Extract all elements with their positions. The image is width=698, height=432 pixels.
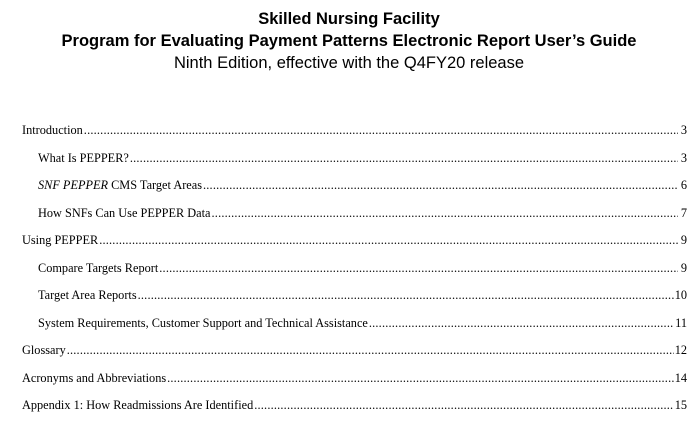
- toc-page-number: 3: [680, 123, 687, 137]
- toc-entry-label: SNF PEPPER CMS Target Areas: [38, 177, 202, 193]
- toc-entry-introduction[interactable]: Introduction ...........................…: [22, 122, 687, 150]
- document-title-line-2: Program for Evaluating Payment Patterns …: [61, 32, 637, 50]
- toc-entry-compare-targets-report[interactable]: Compare Targets Report .................…: [22, 260, 687, 288]
- toc-dot-leader: ........................................…: [129, 150, 678, 165]
- toc-page-number: 15: [674, 398, 687, 412]
- toc-entry-glossary[interactable]: Glossary ...............................…: [22, 342, 687, 370]
- toc-entry-label-italic: SNF PEPPER: [38, 178, 109, 192]
- toc-entry-how-snfs-can-use-pepper-data[interactable]: How SNFs Can Use PEPPER Data ...........…: [22, 205, 687, 233]
- toc-page-number: 9: [680, 260, 687, 275]
- toc-page-number: 14: [674, 370, 687, 385]
- toc-page-number: 7: [680, 205, 687, 220]
- toc-dot-leader: ........................................…: [99, 233, 678, 247]
- toc-entry-label: System Requirements, Customer Support an…: [38, 315, 368, 330]
- toc-entry-appendix-1[interactable]: Appendix 1: How Readmissions Are Identif…: [22, 397, 687, 425]
- document-title-line-1: Skilled Nursing Facility: [258, 10, 440, 28]
- toc-entry-label: How SNFs Can Use PEPPER Data: [38, 205, 211, 220]
- toc-entry-target-area-reports[interactable]: Target Area Reports ....................…: [22, 287, 687, 315]
- toc-page-number: 9: [680, 233, 687, 247]
- toc-entry-label: Appendix 1: How Readmissions Are Identif…: [22, 398, 254, 412]
- toc-entry-what-is-pepper[interactable]: What Is PEPPER? ........................…: [22, 150, 687, 178]
- toc-entry-label-rest: CMS Target Areas: [108, 178, 202, 192]
- toc-entry-label: Using PEPPER: [22, 233, 99, 247]
- toc-entry-system-requirements[interactable]: System Requirements, Customer Support an…: [22, 315, 687, 343]
- toc-dot-leader: ........................................…: [368, 315, 674, 330]
- toc-dot-leader: ........................................…: [159, 260, 678, 275]
- toc-page-number: 3: [680, 150, 687, 165]
- toc-dot-leader: ........................................…: [203, 178, 678, 192]
- toc-page-number: 11: [675, 315, 687, 330]
- toc-page-number: 12: [674, 343, 687, 357]
- toc-entry-label: Target Area Reports: [38, 288, 137, 302]
- toc-entry-snf-pepper-cms-target-areas[interactable]: SNF PEPPER CMS Target Areas ............…: [22, 177, 687, 205]
- toc-entry-label: Acronyms and Abbreviations: [22, 370, 167, 385]
- toc-dot-leader: ........................................…: [66, 343, 674, 357]
- table-of-contents: Introduction ...........................…: [22, 122, 687, 425]
- toc-dot-leader: ........................................…: [83, 123, 678, 137]
- toc-entry-label: What Is PEPPER?: [38, 150, 129, 165]
- toc-entry-label: Introduction: [22, 123, 83, 137]
- toc-entry-using-pepper[interactable]: Using PEPPER ...........................…: [22, 232, 687, 260]
- toc-entry-label: Glossary: [22, 343, 66, 357]
- toc-entry-label: Compare Targets Report: [38, 260, 159, 275]
- toc-page-number: 10: [674, 288, 687, 302]
- toc-dot-leader: ........................................…: [167, 370, 674, 385]
- toc-dot-leader: ........................................…: [137, 288, 674, 302]
- toc-page-number: 6: [680, 178, 687, 192]
- toc-entry-acronyms-and-abbreviations[interactable]: Acronyms and Abbreviations .............…: [22, 370, 687, 398]
- document-subtitle: Ninth Edition, effective with the Q4FY20…: [173, 54, 525, 72]
- toc-dot-leader: ........................................…: [211, 205, 678, 220]
- toc-dot-leader: ........................................…: [254, 398, 674, 412]
- document-header: Skilled Nursing Facility Program for Eva…: [0, 8, 698, 74]
